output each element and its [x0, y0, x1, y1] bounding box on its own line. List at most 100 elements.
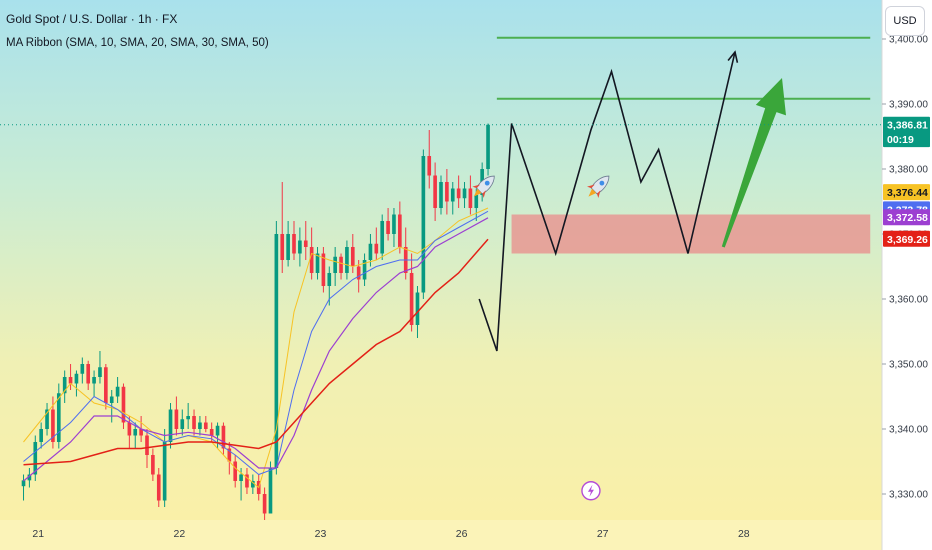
candle-body [174, 409, 179, 429]
candle-body [368, 243, 373, 260]
candle-body [203, 422, 208, 429]
support-zone [511, 214, 871, 254]
y-tick-label: 3,340.00 [889, 425, 928, 436]
candle-body [274, 234, 279, 468]
currency-button[interactable]: USD [885, 6, 925, 36]
price-tag-text: 3,372.58 [887, 212, 928, 224]
y-tick-label: 3,360.00 [889, 295, 928, 306]
candle-body [456, 188, 461, 199]
candle-body [309, 247, 314, 273]
candle-body [233, 461, 238, 481]
price-tag-text: 00:19 [887, 134, 914, 146]
rocket-flame [588, 188, 597, 197]
candle-body [462, 188, 467, 199]
candle-body [215, 425, 220, 436]
candle-body [104, 367, 108, 403]
rocket-window [599, 180, 605, 186]
candle-body [68, 377, 73, 384]
price-tag-bg [883, 116, 930, 133]
candle-body [298, 240, 302, 254]
candle-body [27, 474, 32, 481]
candle-body [39, 429, 43, 442]
sma-30-line [23, 217, 489, 482]
candle-body [427, 156, 432, 176]
candle-body [374, 243, 379, 254]
price-tag-text: 3,386.81 [887, 120, 928, 132]
y-tick-label: 3,350.00 [889, 360, 928, 371]
candle-body [92, 377, 96, 384]
candle-body [80, 364, 85, 374]
chart-title: Gold Spot / U.S. Dollar · 1h · FX [6, 12, 177, 26]
candle-body [409, 273, 414, 325]
candle-body [45, 409, 49, 429]
candle-body [386, 221, 390, 234]
candle-body [98, 367, 102, 377]
sma-50-line [23, 238, 489, 466]
x-tick-label: 22 [173, 528, 185, 540]
y-tick-label: 3,400.00 [889, 35, 928, 46]
x-tick-label: 26 [456, 528, 468, 540]
candle-body [162, 442, 167, 501]
candle-body [474, 195, 479, 208]
rocket-icon [472, 175, 495, 198]
candle-body [139, 429, 143, 436]
candle-body [380, 221, 385, 254]
candle-body [327, 273, 332, 286]
candle-body [315, 253, 320, 273]
candle-body [245, 474, 249, 488]
projection-arrowhead [727, 50, 739, 63]
candle-body [398, 214, 402, 247]
indicator-legend: MA Ribbon (SMA, 10, SMA, 20, SMA, 30, SM… [6, 37, 269, 49]
currency-label: USD [893, 15, 917, 27]
candle-body [86, 364, 91, 384]
candle-body [439, 182, 443, 208]
lightning-icon [587, 484, 594, 497]
candle-body [421, 156, 426, 293]
price-tag-bg [883, 209, 930, 226]
x-tick-label: 27 [597, 528, 609, 540]
candle-body [62, 377, 67, 394]
candle-body [262, 494, 267, 514]
candle-body [392, 214, 396, 234]
y-tick-label: 3,380.00 [889, 165, 928, 176]
x-tick-label: 21 [32, 528, 44, 540]
candle-body [192, 416, 196, 429]
candle-body [339, 256, 343, 273]
price-axis-panel [882, 0, 932, 550]
time-axis-panel [0, 520, 882, 550]
price-tag-text: 3,376.44 [887, 187, 928, 199]
candle-body [121, 386, 126, 423]
candle-body [251, 481, 255, 488]
candle-body [415, 292, 420, 325]
candle-body [362, 260, 367, 280]
candle-body [21, 480, 26, 487]
candle-body [109, 396, 114, 403]
candle-body [303, 240, 308, 247]
x-tick-label: 23 [315, 528, 327, 540]
candle-body [198, 422, 202, 429]
sma-10-line [23, 207, 489, 489]
candle-body [280, 234, 285, 260]
price-tag-text: 3,369.26 [887, 234, 928, 246]
candle-body [286, 234, 290, 260]
candle-body [145, 435, 149, 455]
bullish-arrow [721, 78, 786, 248]
candle-body [333, 256, 337, 273]
candle-body [227, 448, 232, 462]
candle-body [51, 409, 55, 442]
candle-body [468, 188, 473, 208]
candle-body [345, 247, 349, 273]
candle-body [486, 124, 490, 169]
candle-body [292, 234, 296, 254]
candle-body [350, 247, 355, 267]
candle-body [221, 425, 226, 449]
candle-body [321, 253, 326, 286]
candle-body [239, 474, 243, 481]
candle-body [168, 409, 173, 442]
candle-body [186, 416, 190, 420]
rocket-icon [587, 175, 610, 198]
projection-path [478, 51, 736, 352]
y-tick-label: 3,390.00 [889, 100, 928, 111]
